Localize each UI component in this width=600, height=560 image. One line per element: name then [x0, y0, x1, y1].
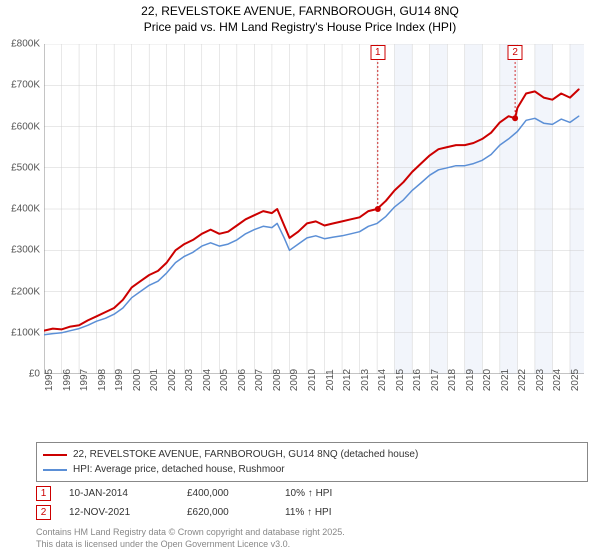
- title-line-2: Price paid vs. HM Land Registry's House …: [144, 20, 456, 34]
- chart-title: 22, REVELSTOKE AVENUE, FARNBOROUGH, GU14…: [0, 0, 600, 37]
- chart-svg: [44, 44, 584, 374]
- marker-id-box: 2: [36, 505, 51, 520]
- x-tick-label: 2001: [149, 369, 160, 391]
- marker-date: 10-JAN-2014: [69, 488, 169, 499]
- marker-flag: 1: [370, 42, 385, 60]
- x-tick-label: 2023: [535, 369, 546, 391]
- x-tick-label: 2022: [517, 369, 528, 391]
- marker-id-box: 1: [36, 486, 51, 501]
- y-tick-label: £200K: [0, 286, 40, 297]
- x-tick-label: 2013: [360, 369, 371, 391]
- x-tick-label: 2020: [482, 369, 493, 391]
- x-tick-label: 2005: [219, 369, 230, 391]
- x-tick-label: 1995: [44, 369, 55, 391]
- y-tick-label: £800K: [0, 39, 40, 50]
- y-tick-label: £300K: [0, 245, 40, 256]
- x-axis-labels: 1995199619971998199920002001200220032004…: [44, 378, 584, 412]
- x-tick-label: 2007: [254, 369, 265, 391]
- x-tick-label: 2010: [307, 369, 318, 391]
- legend-item: 22, REVELSTOKE AVENUE, FARNBOROUGH, GU14…: [43, 447, 581, 462]
- x-tick-label: 2006: [237, 369, 248, 391]
- x-tick-label: 2000: [132, 369, 143, 391]
- legend-label: HPI: Average price, detached house, Rush…: [73, 462, 285, 477]
- x-tick-label: 2015: [395, 369, 406, 391]
- x-tick-label: 2024: [552, 369, 563, 391]
- y-tick-label: £400K: [0, 204, 40, 215]
- x-tick-label: 2012: [342, 369, 353, 391]
- y-tick-label: £0: [0, 369, 40, 380]
- marker-price: £620,000: [187, 507, 267, 518]
- legend-label: 22, REVELSTOKE AVENUE, FARNBOROUGH, GU14…: [73, 447, 418, 462]
- x-tick-label: 2004: [202, 369, 213, 391]
- x-tick-label: 2008: [272, 369, 283, 391]
- marker-price: £400,000: [187, 488, 267, 499]
- x-tick-label: 1997: [79, 369, 90, 391]
- x-tick-label: 2017: [430, 369, 441, 391]
- marker-delta: 10% ↑ HPI: [285, 488, 365, 499]
- marker-flag: 2: [508, 42, 523, 60]
- x-tick-label: 2002: [167, 369, 178, 391]
- plot-area: 1995 1996 1997 1998 1999 2000 2001 2002 2003 2004…: [44, 44, 584, 404]
- x-tick-label: 1999: [114, 369, 125, 391]
- attribution-footer: Contains HM Land Registry data © Crown c…: [36, 527, 588, 550]
- legend-swatch: [43, 454, 67, 456]
- x-tick-label: 2011: [325, 369, 336, 391]
- x-tick-label: 1998: [97, 369, 108, 391]
- marker-row: 1 10-JAN-2014 £400,000 10% ↑ HPI: [36, 484, 588, 503]
- x-tick-label: 2016: [412, 369, 423, 391]
- x-tick-label: 2019: [465, 369, 476, 391]
- x-tick-label: 2003: [184, 369, 195, 391]
- title-line-1: 22, REVELSTOKE AVENUE, FARNBOROUGH, GU14…: [141, 4, 459, 18]
- x-tick-label: 2009: [289, 369, 300, 391]
- y-tick-label: £600K: [0, 121, 40, 132]
- y-axis-labels: £0£100K£200K£300K£400K£500K£600K£700K£80…: [0, 44, 42, 374]
- y-tick-label: £500K: [0, 162, 40, 173]
- marker-table: 1 10-JAN-2014 £400,000 10% ↑ HPI 2 12-NOV-202…: [36, 484, 588, 522]
- footer-line-2: This data is licensed under the Open Gov…: [36, 539, 290, 549]
- x-tick-label: 2025: [570, 369, 581, 391]
- chart-container: 22, REVELSTOKE AVENUE, FARNBOROUGH, GU14…: [0, 0, 600, 560]
- marker-delta: 11% ↑ HPI: [285, 507, 365, 518]
- x-tick-label: 2021: [500, 369, 511, 391]
- footer-line-1: Contains HM Land Registry data © Crown c…: [36, 527, 345, 537]
- x-tick-label: 1996: [62, 369, 73, 391]
- marker-row: 2 12-NOV-2021 £620,000 11% ↑ HPI: [36, 503, 588, 522]
- x-tick-label: 2014: [377, 369, 388, 391]
- x-tick-label: 2018: [447, 369, 458, 391]
- legend: 22, REVELSTOKE AVENUE, FARNBOROUGH, GU14…: [36, 442, 588, 482]
- y-tick-label: £100K: [0, 327, 40, 338]
- legend-item: HPI: Average price, detached house, Rush…: [43, 462, 581, 477]
- y-tick-label: £700K: [0, 80, 40, 91]
- legend-swatch: [43, 469, 67, 471]
- marker-date: 12-NOV-2021: [69, 507, 169, 518]
